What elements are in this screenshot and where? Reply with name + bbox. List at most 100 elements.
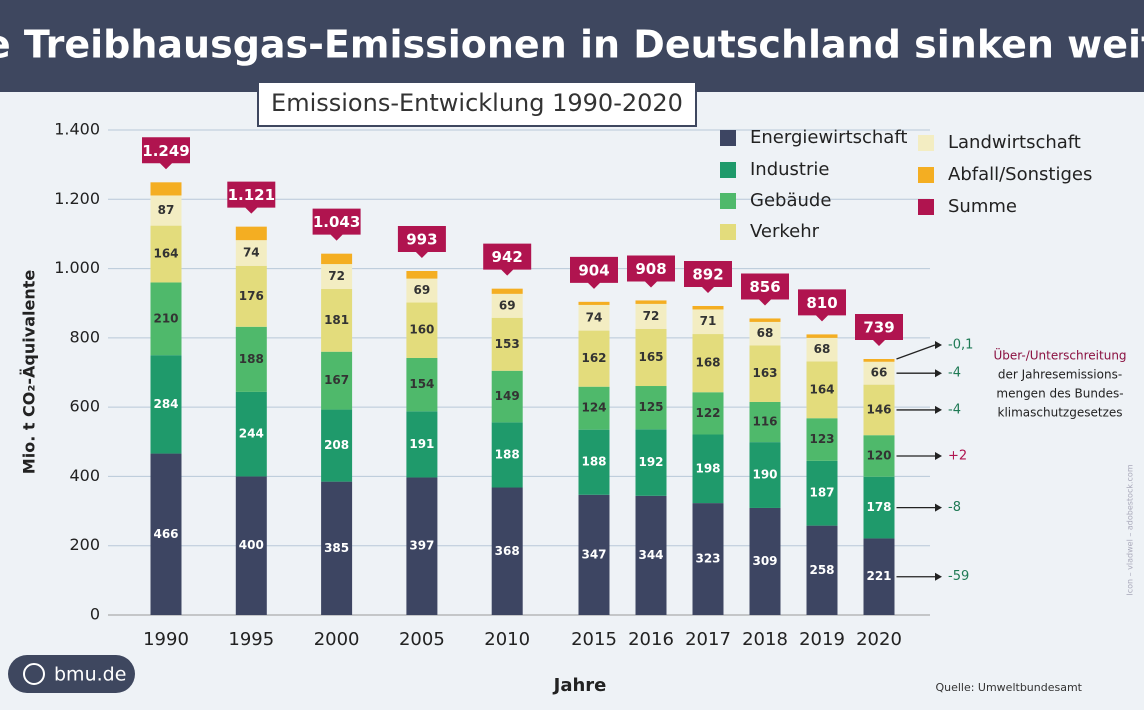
- legend-swatch: [720, 224, 736, 240]
- x-tick-label: 2017: [685, 629, 731, 650]
- data-label: 146: [866, 402, 891, 416]
- y-tick-label: 600: [69, 397, 100, 416]
- bar-segment: [692, 309, 724, 335]
- deviation-note: mengen des Bundes-: [996, 387, 1123, 401]
- bar-segment: [150, 225, 182, 283]
- y-tick-label: 0: [90, 605, 100, 624]
- data-label: 69: [414, 283, 431, 297]
- legend-swatch: [720, 130, 736, 146]
- data-label: 164: [153, 247, 178, 261]
- x-tick-label: 1995: [228, 629, 274, 650]
- deviation-arrowhead: [935, 369, 942, 378]
- deviation-label: -0,1: [948, 337, 973, 352]
- total-marker: [855, 313, 903, 346]
- deviation-arrowhead: [935, 405, 942, 414]
- logo-icon: [23, 663, 45, 685]
- data-label: 154: [409, 377, 434, 391]
- bar-segment: [578, 429, 610, 495]
- total-label: 1.121: [228, 186, 275, 204]
- x-tick-label: 2019: [799, 629, 845, 650]
- bar-segment: [235, 476, 267, 615]
- subtitle-box: [257, 81, 697, 127]
- data-label: 162: [581, 351, 606, 365]
- bar-segment: [578, 304, 610, 331]
- bar-segment: [578, 301, 610, 305]
- total-label: 942: [492, 248, 523, 266]
- x-tick-label: 2015: [571, 629, 617, 650]
- total-label: 810: [806, 294, 837, 312]
- x-axis-label: Jahre: [552, 675, 607, 696]
- legend-label: Summe: [948, 196, 1017, 217]
- bar-segment: [321, 351, 353, 410]
- bar-segment: [863, 384, 895, 436]
- bar-segment: [692, 392, 724, 435]
- total-marker: [397, 225, 446, 258]
- data-label: 400: [239, 538, 264, 552]
- legend-swatch: [720, 193, 736, 209]
- data-label: 187: [809, 486, 834, 500]
- logo: bmu.de: [54, 664, 126, 686]
- total-marker: [798, 289, 846, 322]
- bar-segment: [406, 411, 438, 478]
- data-label: 198: [695, 461, 720, 475]
- total-marker: [227, 181, 276, 214]
- legend-label: Energiewirtschaft: [750, 127, 907, 148]
- data-label: 72: [328, 269, 345, 283]
- bar-segment: [806, 418, 838, 461]
- bar-segment: [235, 240, 267, 266]
- bar-segment: [692, 434, 724, 504]
- data-label: 188: [495, 447, 520, 461]
- y-tick-label: 1.400: [54, 120, 100, 139]
- bar-segment: [235, 265, 267, 327]
- y-axis-label: Mio. t CO₂-Äquivalente: [20, 270, 39, 475]
- total-marker: [684, 260, 732, 293]
- bar-segment: [863, 361, 895, 385]
- bar-segment: [406, 270, 438, 279]
- total-marker: [142, 137, 190, 170]
- x-tick-label: 1990: [143, 629, 189, 650]
- bar-segment: [321, 289, 353, 352]
- bar-segment: [491, 487, 523, 615]
- data-label: 69: [499, 298, 516, 312]
- bar-segment: [635, 429, 667, 496]
- y-tick-label: 1.000: [54, 258, 100, 277]
- data-label: 125: [638, 400, 663, 414]
- data-label: 123: [809, 432, 834, 446]
- data-label: 466: [153, 527, 178, 541]
- data-label: 191: [409, 437, 434, 451]
- total-label: 1.249: [142, 142, 189, 160]
- total-label: 739: [863, 318, 894, 336]
- total-label: 1.043: [313, 213, 360, 231]
- bar-segment: [150, 282, 182, 356]
- deviation-label: +2: [948, 448, 967, 463]
- bar-segment: [321, 481, 353, 615]
- bar-segment: [806, 361, 838, 419]
- bar-segment: [235, 326, 267, 392]
- data-label: 165: [638, 350, 663, 364]
- bar-segment: [749, 401, 781, 443]
- bar-segment: [863, 358, 895, 362]
- deviation-label: -4: [948, 366, 961, 381]
- legend-label: Abfall/Sonstiges: [948, 164, 1092, 185]
- legend-label: Landwirtschaft: [948, 132, 1081, 153]
- bar-segment: [749, 318, 781, 322]
- data-label: 210: [153, 311, 178, 325]
- data-label: 164: [809, 382, 834, 396]
- bar-segment: [578, 494, 610, 615]
- data-label: 68: [757, 326, 774, 340]
- data-label: 208: [324, 438, 349, 452]
- bar-segment: [692, 334, 724, 393]
- y-tick-label: 400: [69, 466, 100, 485]
- total-marker: [312, 208, 361, 241]
- data-label: 385: [324, 541, 349, 555]
- y-tick-label: 1.200: [54, 189, 100, 208]
- deviation-note: der Jahresemissions-: [998, 368, 1122, 382]
- x-tick-label: 2020: [856, 629, 902, 650]
- data-label: 284: [153, 397, 178, 411]
- data-label: 167: [324, 373, 349, 387]
- data-label: 124: [581, 401, 606, 415]
- x-tick-label: 2005: [399, 629, 445, 650]
- data-label: 71: [700, 314, 717, 328]
- data-label: 192: [638, 455, 663, 469]
- chart-title: Die Treibhausgas-Emissionen in Deutschla…: [0, 23, 1144, 67]
